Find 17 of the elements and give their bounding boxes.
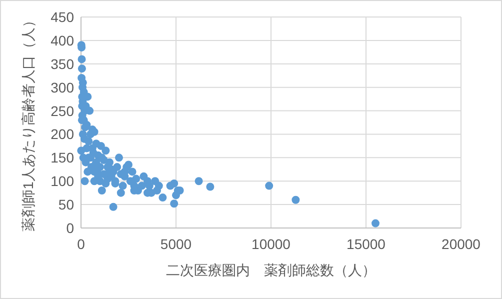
y-tick-label: 450 — [50, 9, 74, 25]
y-tick-label: 350 — [50, 56, 74, 72]
y-tick-label: 300 — [50, 79, 74, 96]
y-tick-label: 50 — [58, 196, 74, 213]
y-tick-label: 200 — [50, 126, 74, 142]
x-tick-label: 0 — [77, 236, 86, 252]
y-tick-label: 400 — [50, 32, 74, 48]
x-tick-label: 15000 — [346, 236, 386, 252]
y-tick-label: 0 — [66, 220, 74, 236]
x-tick-label: 10000 — [252, 236, 291, 252]
x-axis-title: 二次医療圏内 薬剤師総数（人） — [166, 262, 376, 278]
y-axis-title: 薬剤師1人あたり高齢者人口（人） — [20, 14, 36, 232]
x-tick-label: 20000 — [442, 236, 481, 252]
y-tick-label: 250 — [50, 102, 74, 119]
x-tick-label: 5000 — [160, 236, 192, 252]
y-tick-label: 100 — [50, 173, 74, 190]
y-tick-label: 150 — [50, 150, 74, 166]
